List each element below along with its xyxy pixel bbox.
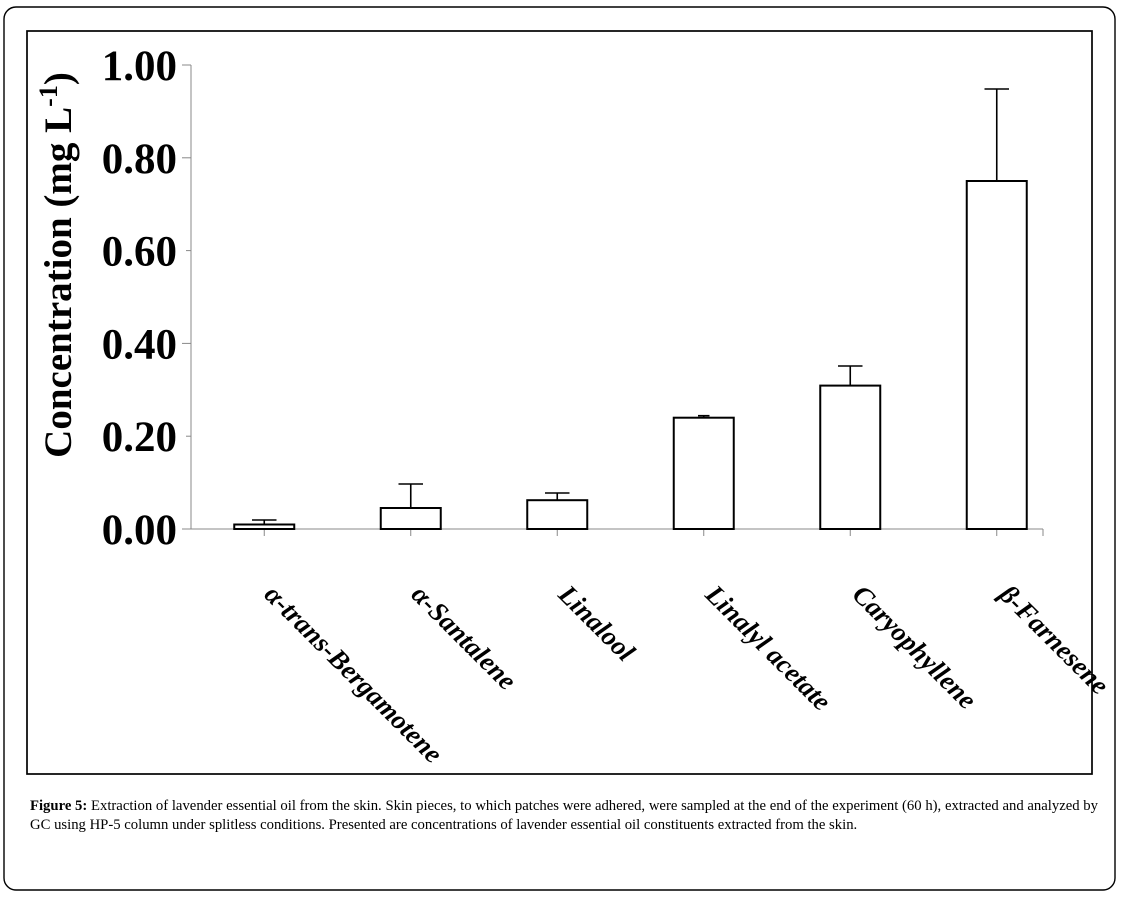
svg-text:0.80: 0.80 bbox=[102, 136, 177, 183]
svg-text:0.20: 0.20 bbox=[102, 414, 177, 461]
svg-text:0.00: 0.00 bbox=[102, 507, 177, 554]
svg-text:0.40: 0.40 bbox=[102, 321, 177, 368]
svg-text:1.00: 1.00 bbox=[102, 43, 177, 90]
svg-text:Concentration (mg L-1): Concentration (mg L-1) bbox=[34, 72, 81, 458]
svg-text:0.60: 0.60 bbox=[102, 229, 177, 276]
